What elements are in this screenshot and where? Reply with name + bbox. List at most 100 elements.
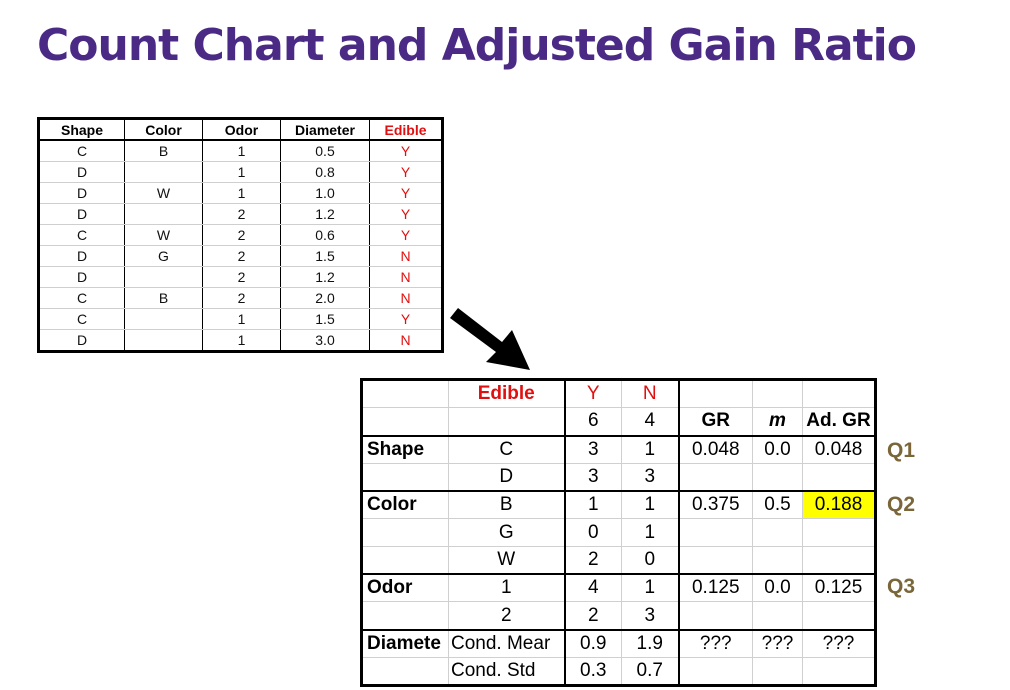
count-cell-n: 1 xyxy=(621,490,679,520)
count-row: Diamete Cond. Mear 0.9 1.9????????? xyxy=(361,628,876,658)
count-cell-attr: Odor xyxy=(361,573,449,603)
q2-label: Q2 xyxy=(887,493,916,516)
cell-edible: Y xyxy=(369,182,443,204)
cell-edible: N xyxy=(369,287,443,309)
count-row: Color B 1 1 0.375 0.5 0.188 xyxy=(361,490,876,520)
count-cell-value: C xyxy=(448,434,565,464)
count-cell-y: 3 xyxy=(563,462,622,492)
data-table-row: C B 1 0.5 Y xyxy=(38,140,443,162)
count-cell-adgr: ??? xyxy=(802,628,876,658)
count-cell-n: 0.7 xyxy=(621,656,679,687)
count-cell-n: 1.9 xyxy=(621,628,679,658)
cell-color: B xyxy=(124,287,203,309)
q3-label: Q3 xyxy=(887,575,916,598)
cell-edible: N xyxy=(369,266,443,288)
count-cell-value: W xyxy=(448,545,565,575)
count-cell-value: Cond. Std xyxy=(448,656,565,687)
gr-column-header: GR xyxy=(677,407,753,437)
cell-odor: 1 xyxy=(202,329,281,352)
count-cell-m xyxy=(752,518,803,547)
data-table-row: D 1 0.8 Y xyxy=(38,161,443,183)
slide-title: Count Chart and Adjusted Gain Ratio xyxy=(37,20,917,71)
count-header-blank-m xyxy=(752,378,803,409)
cell-color: W xyxy=(124,182,203,204)
cell-shape: D xyxy=(38,182,125,204)
count-cell-gr: 0.048 xyxy=(677,434,753,464)
cell-color: G xyxy=(124,245,203,267)
count-header-row: Edible Y N xyxy=(361,378,876,409)
count-header-y: Y xyxy=(563,378,622,409)
header-color: Color xyxy=(124,118,203,141)
count-cell-adgr: 0.125 xyxy=(802,573,876,603)
cell-edible: N xyxy=(369,245,443,267)
data-table-row: D 1 3.0 N xyxy=(38,329,443,352)
cell-odor: 1 xyxy=(202,182,281,204)
count-cell-y: 4 xyxy=(563,573,622,603)
count-cell-gr xyxy=(677,545,753,575)
count-header-n: N xyxy=(621,378,679,409)
cell-diameter: 3.0 xyxy=(280,329,370,352)
count-cell-gr xyxy=(677,601,753,631)
count-cell-attr xyxy=(361,601,449,631)
count-cell-m xyxy=(752,656,803,687)
data-table-row: C 1 1.5 Y xyxy=(38,308,443,330)
count-row: Odor 1 4 1 0.125 0.0 0.125 xyxy=(361,573,876,603)
cell-color xyxy=(124,203,203,225)
count-cell-attr: Color xyxy=(361,490,449,520)
cell-color: B xyxy=(124,140,203,162)
data-table-row: C B 2 2.0 N xyxy=(38,287,443,309)
count-header-edible: Edible xyxy=(448,378,565,409)
count-cell-adgr: 0.048 xyxy=(802,434,876,464)
data-table-row: D 2 1.2 N xyxy=(38,266,443,288)
down-right-arrow-icon xyxy=(450,308,530,370)
count-cell-m: 0.0 xyxy=(752,573,803,603)
data-table-row: D G 2 1.5 N xyxy=(38,245,443,267)
count-cell-n: 1 xyxy=(621,573,679,603)
cell-shape: D xyxy=(38,245,125,267)
cell-odor: 1 xyxy=(202,161,281,183)
count-cell-n: 1 xyxy=(621,434,679,464)
cell-edible: Y xyxy=(369,203,443,225)
count-cell-attr xyxy=(361,518,449,547)
header-edible: Edible xyxy=(369,118,443,141)
count-cell-n: 1 xyxy=(621,518,679,547)
count-cell-y: 3 xyxy=(563,434,622,464)
count-cell-attr: Diamete xyxy=(361,628,449,658)
count-total-y: 6 xyxy=(563,407,622,437)
count-totals-blank2 xyxy=(448,407,565,437)
count-cell-n: 3 xyxy=(621,462,679,492)
count-row: Shape C 3 1 0.048 0.0 0.048 xyxy=(361,434,876,464)
count-cell-value: 1 xyxy=(448,573,565,603)
cell-odor: 2 xyxy=(202,266,281,288)
cell-odor: 1 xyxy=(202,308,281,330)
cell-odor: 2 xyxy=(202,224,281,246)
count-cell-gr xyxy=(677,518,753,547)
cell-edible: N xyxy=(369,329,443,352)
cell-diameter: 0.6 xyxy=(280,224,370,246)
count-cell-m xyxy=(752,601,803,631)
cell-odor: 2 xyxy=(202,245,281,267)
count-cell-n: 0 xyxy=(621,545,679,575)
header-odor: Odor xyxy=(202,118,281,141)
count-cell-gr: ??? xyxy=(677,628,753,658)
cell-diameter: 1.0 xyxy=(280,182,370,204)
count-cell-attr: Shape xyxy=(361,434,449,464)
count-cell-n: 3 xyxy=(621,601,679,631)
cell-diameter: 0.5 xyxy=(280,140,370,162)
count-cell-attr xyxy=(361,656,449,687)
cell-diameter: 0.8 xyxy=(280,161,370,183)
cell-color xyxy=(124,308,203,330)
data-table-row: C W 2 0.6 Y xyxy=(38,224,443,246)
count-header-blank xyxy=(361,378,449,409)
count-chart-table: Edible Y N 6 4 GR m Ad. GR Shape C 3 1 0.048… xyxy=(360,378,877,688)
cell-odor: 2 xyxy=(202,203,281,225)
header-diameter: Diameter xyxy=(280,118,370,141)
cell-diameter: 1.2 xyxy=(280,203,370,225)
count-cell-gr: 0.125 xyxy=(677,573,753,603)
count-cell-m: 0.0 xyxy=(752,434,803,464)
count-cell-y: 1 xyxy=(563,490,622,520)
header-shape: Shape xyxy=(38,118,125,141)
cell-odor: 1 xyxy=(202,140,281,162)
